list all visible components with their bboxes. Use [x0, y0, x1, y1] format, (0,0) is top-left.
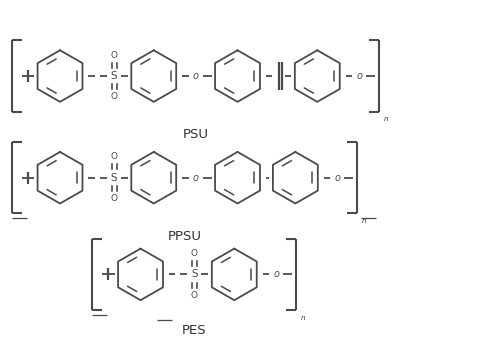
Text: O: O [191, 291, 197, 300]
Text: O: O [110, 92, 117, 101]
Text: O: O [110, 51, 117, 60]
Text: $_n$: $_n$ [382, 114, 388, 124]
Text: $_n$: $_n$ [360, 216, 366, 226]
Text: o: o [192, 173, 198, 183]
Text: S: S [110, 173, 117, 183]
Text: O: O [110, 194, 117, 203]
Text: S: S [191, 269, 197, 279]
Text: S: S [110, 71, 117, 81]
Text: $_n$: $_n$ [299, 313, 305, 323]
Text: o: o [333, 173, 340, 183]
Text: o: o [192, 71, 198, 81]
Text: o: o [272, 269, 279, 279]
Text: O: O [191, 249, 197, 258]
Text: O: O [110, 152, 117, 161]
Text: PES: PES [182, 324, 206, 337]
Text: o: o [355, 71, 362, 81]
Text: PSU: PSU [182, 128, 208, 141]
Text: PPSU: PPSU [167, 230, 201, 243]
